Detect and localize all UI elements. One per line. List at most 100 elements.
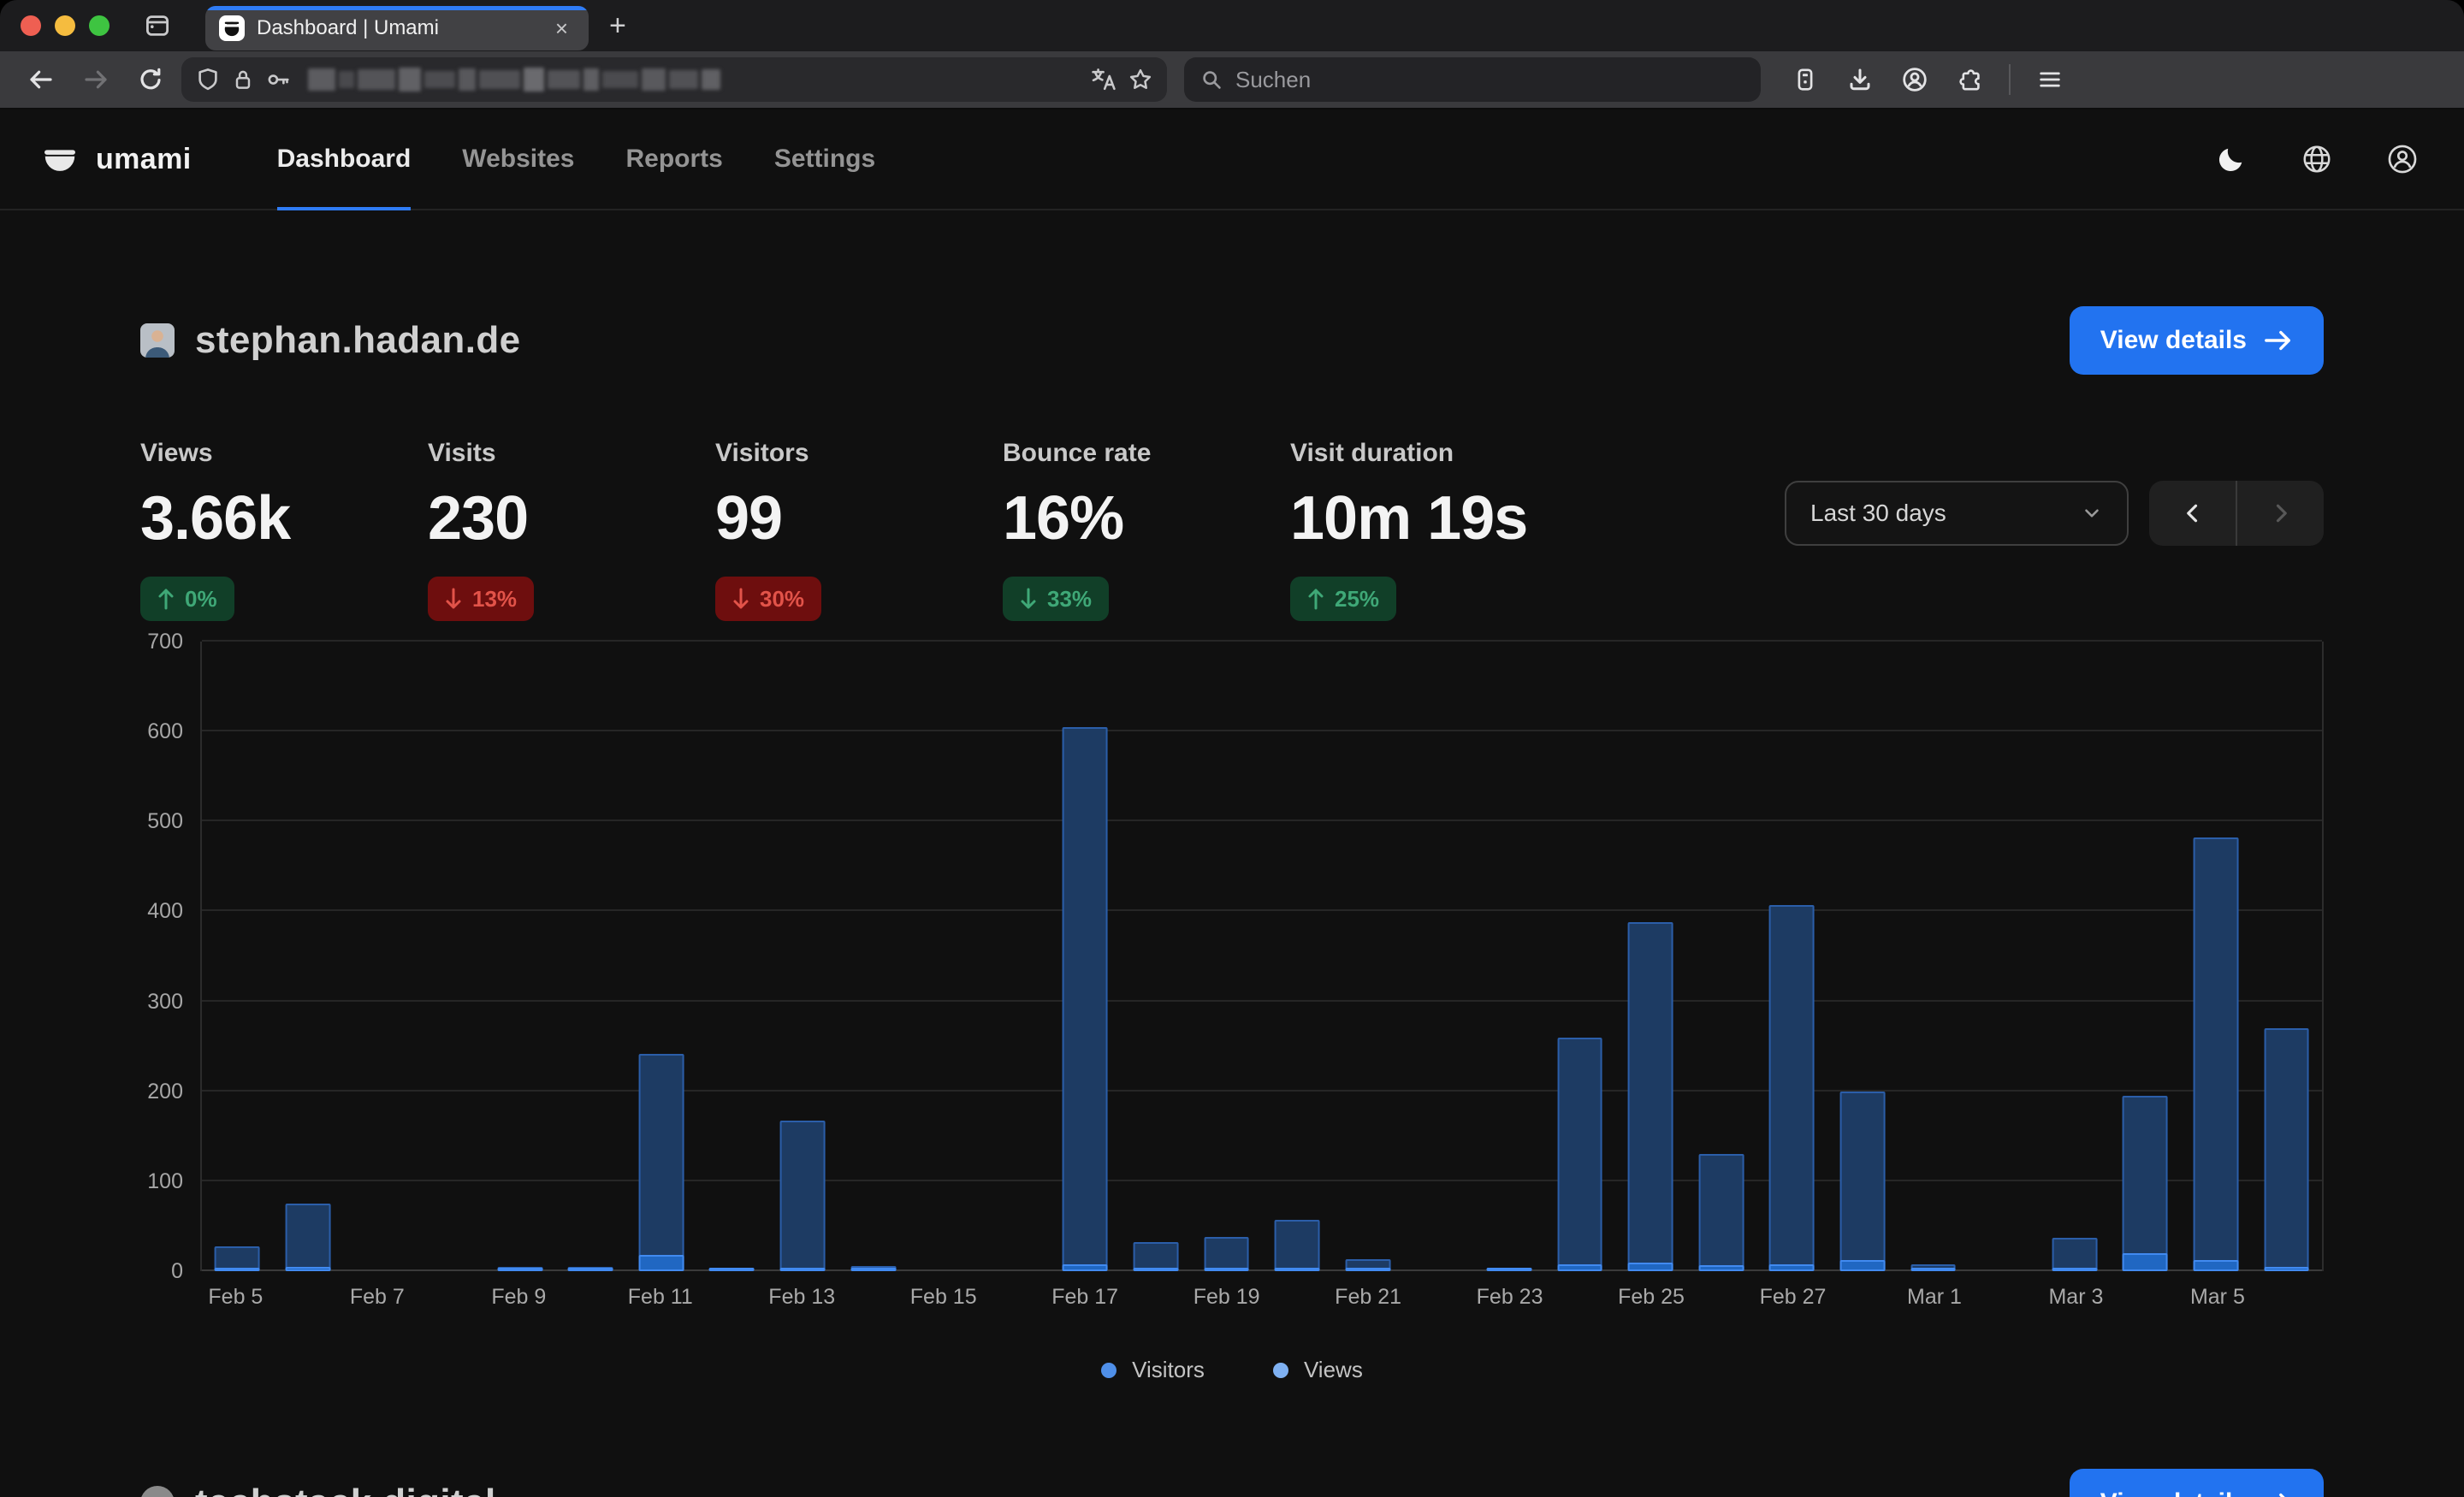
shield-icon[interactable]: [195, 67, 221, 92]
x-tick-label: Feb 5: [208, 1285, 264, 1309]
nav-links: Dashboard Websites Reports Settings: [276, 109, 876, 210]
view-details-button[interactable]: View details: [2069, 306, 2324, 375]
theme-moon-icon[interactable]: [2211, 139, 2252, 180]
x-tick-label: Feb 27: [1759, 1285, 1827, 1309]
gridline-400: [202, 909, 2322, 912]
gridline-700: [202, 640, 2322, 642]
legend-item-views[interactable]: Views: [1272, 1357, 1363, 1383]
stat-label: Bounce rate: [1003, 439, 1152, 467]
stat-label: Visit duration: [1290, 439, 1454, 467]
stat-value: 10m 19s: [1290, 484, 1528, 553]
y-tick-label: 600: [147, 719, 183, 744]
visitors-bar: [497, 1268, 543, 1271]
search-icon: [1199, 68, 1223, 92]
extensions-icon[interactable]: [1946, 57, 1993, 102]
chart-day-feb-8: [414, 642, 485, 1271]
device-icon[interactable]: [1781, 57, 1829, 102]
y-tick-label: 300: [147, 989, 183, 1014]
reload-icon[interactable]: [127, 57, 175, 102]
url-bar[interactable]: [181, 57, 1167, 102]
key-icon[interactable]: [265, 67, 291, 92]
date-range-select[interactable]: Last 30 days: [1785, 481, 2129, 546]
stat-value: 3.66k: [140, 484, 291, 553]
gridline-600: [202, 730, 2322, 732]
forward-icon[interactable]: [72, 57, 120, 102]
nav-item-settings[interactable]: Settings: [773, 145, 876, 173]
views-bar: [1204, 1237, 1250, 1271]
chart-controls: Last 30 days: [1785, 481, 2324, 546]
brand-name: umami: [96, 142, 192, 175]
date-pager: [2149, 481, 2324, 546]
next-period-button[interactable]: [2237, 481, 2324, 546]
zoom-window-button[interactable]: [89, 15, 110, 36]
new-tab-button[interactable]: +: [589, 0, 647, 51]
translate-icon[interactable]: [1090, 66, 1117, 93]
x-tick-label: Mar 3: [2048, 1285, 2104, 1309]
visitors-bar: [1062, 1263, 1108, 1271]
nav-item-websites[interactable]: Websites: [462, 145, 575, 173]
visitors-bar: [567, 1268, 613, 1271]
chart-day-feb-7: [343, 642, 414, 1271]
legend-label: Views: [1303, 1357, 1363, 1382]
previous-period-button[interactable]: [2149, 481, 2236, 546]
second-site-favicon: [140, 1486, 175, 1497]
back-icon[interactable]: [17, 57, 65, 102]
nav-item-reports[interactable]: Reports: [625, 145, 723, 173]
views-bar: [1627, 922, 1673, 1271]
tab-close-icon[interactable]: ×: [548, 14, 575, 43]
browser-tab[interactable]: Dashboard | Umami ×: [205, 6, 589, 50]
x-tick-label: Feb 19: [1193, 1285, 1260, 1309]
chart-day-feb-15: [909, 642, 980, 1271]
chevron-down-icon: [2081, 502, 2103, 524]
chart-day-feb-27: [1756, 642, 1827, 1271]
y-tick-label: 700: [147, 630, 183, 654]
x-tick-label: Feb 7: [349, 1285, 405, 1309]
visitors-bar: [638, 1255, 684, 1271]
bookmark-star-icon[interactable]: [1128, 67, 1153, 92]
close-window-button[interactable]: [21, 15, 41, 36]
metrics-bar: Views 3.66k 0% Visits 230 13% Visitors 99 30% Bou…: [140, 436, 2324, 621]
visitors-bar: [1204, 1268, 1250, 1271]
y-tick-label: 200: [147, 1079, 183, 1104]
chart-day-feb-26: [1685, 642, 1756, 1271]
arrow-right-icon: [2265, 330, 2290, 351]
profile-icon[interactable]: [2382, 139, 2423, 180]
second-view-details-button[interactable]: View details: [2069, 1469, 2324, 1497]
menu-hamburger-icon[interactable]: [2026, 57, 2074, 102]
views-bar: [2193, 837, 2239, 1271]
downloads-icon[interactable]: [1836, 57, 1884, 102]
x-tick-label: Mar 5: [2189, 1285, 2245, 1309]
visitors-bar: [2264, 1266, 2309, 1271]
chart-x-axis: Feb 5 Feb 7 Feb 9 Feb 11 Feb 13 Feb 15 Feb 17 F…: [200, 1285, 2324, 1319]
nav-item-dashboard[interactable]: Dashboard: [276, 109, 412, 210]
arrow-down-icon: [732, 588, 749, 610]
account-icon[interactable]: [1891, 57, 1939, 102]
chart-plot: [200, 640, 2324, 1271]
stat-visits: Visits 230 13%: [428, 436, 715, 621]
stat-label: Visits: [428, 439, 496, 467]
minimize-window-button[interactable]: [55, 15, 75, 36]
umami-nav: umami Dashboard Websites Reports Settings: [0, 109, 2464, 210]
search-input[interactable]: [1235, 66, 1745, 93]
y-tick-label: 100: [147, 1169, 183, 1193]
views-bar: [2122, 1095, 2168, 1271]
chart-day-feb-20: [1262, 642, 1333, 1271]
x-tick-label: Feb 13: [768, 1285, 836, 1309]
firefox-view-icon[interactable]: [133, 5, 181, 46]
umami-page: umami Dashboard Websites Reports Settings: [0, 109, 2464, 1497]
chart-day-mar-4: [2110, 642, 2181, 1271]
legend-label: Visitors: [1132, 1357, 1205, 1382]
chart-day-feb-12: [696, 642, 767, 1271]
umami-brand[interactable]: umami: [41, 140, 192, 178]
legend-item-visitors[interactable]: Visitors: [1101, 1357, 1205, 1383]
chart-y-axis: 0 100 200 300 400 500 600 700: [140, 630, 200, 1283]
redacted-url-text: [308, 66, 720, 93]
chart-day-feb-17: [1050, 642, 1121, 1271]
stat-change-value: 0%: [185, 585, 217, 612]
visitors-bar: [2052, 1268, 2098, 1271]
y-tick-label: 500: [147, 809, 183, 834]
arrow-up-icon: [1307, 588, 1324, 610]
gridline-0: [202, 1269, 2322, 1271]
language-globe-icon[interactable]: [2296, 139, 2337, 180]
lock-icon[interactable]: [231, 68, 255, 92]
